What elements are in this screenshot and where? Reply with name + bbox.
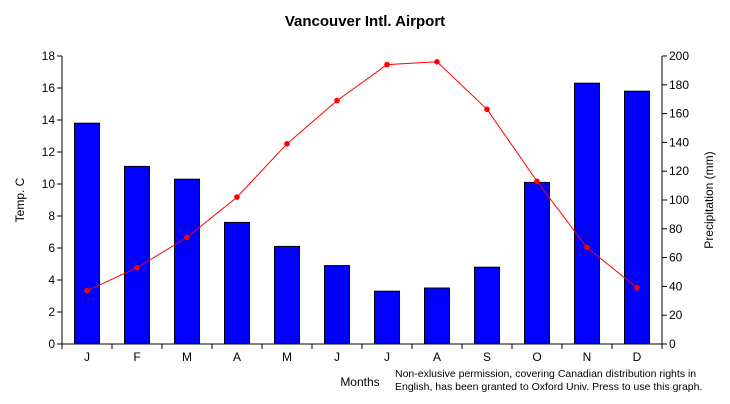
y-tick-label: 14	[42, 113, 56, 127]
x-tick-label: S	[483, 350, 491, 364]
chart-title: Vancouver Intl. Airport	[285, 13, 445, 30]
y-tick-label: 0	[48, 337, 55, 351]
y2-tick-label: 160	[669, 107, 689, 121]
permission-note-line2: English, has been granted to Oxford Univ…	[395, 381, 702, 393]
y2-tick-label: 100	[669, 193, 689, 207]
y2-tick-label: 60	[669, 251, 683, 265]
temperature-point	[234, 194, 240, 200]
temperature-point	[284, 141, 290, 147]
x-tick-label: J	[84, 350, 90, 364]
x-tick-label: D	[633, 350, 642, 364]
precip-bar	[124, 165, 150, 345]
temperature-point	[534, 178, 540, 185]
temperature-point	[184, 234, 190, 241]
temperature-point	[584, 244, 590, 251]
y-tick-label: 18	[42, 49, 56, 63]
precip-bar	[374, 290, 400, 345]
temperature-point	[134, 264, 140, 271]
x-tick-label: N	[583, 350, 592, 364]
precip-bar	[74, 122, 100, 345]
y2-tick-label: 0	[669, 337, 676, 351]
precip-bar	[424, 287, 450, 345]
x-tick-label: F	[133, 350, 140, 364]
y-tick-label: 8	[48, 209, 55, 223]
x-tick-label: J	[334, 350, 340, 364]
y2-axis-label: Precipitation (mm)	[702, 151, 716, 248]
precip-bar	[474, 266, 500, 345]
x-axis-label: Months	[340, 375, 379, 389]
x-tick-label: O	[532, 350, 541, 364]
x-tick-label: M	[282, 350, 292, 364]
temperature-point	[484, 106, 490, 113]
temperature-point	[84, 287, 90, 294]
y-tick-label: 6	[48, 241, 55, 255]
right-y-ticks: 0 20 40 60 80 100 120 140 160 180 200	[662, 49, 689, 351]
y-axis-label: Temp. C	[13, 177, 27, 222]
x-tick-label: M	[182, 350, 192, 364]
temperature-point	[634, 285, 640, 291]
chart-axes	[61, 56, 663, 345]
x-tick-label: A	[433, 350, 441, 364]
y2-tick-label: 80	[669, 222, 683, 236]
precip-bars	[74, 82, 650, 345]
y-tick-label: 16	[42, 81, 56, 95]
x-tick-label: J	[384, 350, 390, 364]
left-y-ticks: 0 2 4 6 8 10 12 14 16 18	[42, 49, 62, 351]
precip-bar	[524, 181, 550, 345]
temperature-point	[434, 59, 440, 65]
y2-tick-label: 20	[669, 308, 683, 322]
y-tick-label: 12	[42, 145, 56, 159]
temperature-line	[84, 59, 640, 294]
y2-tick-label: 40	[669, 279, 683, 293]
temperature-point	[384, 61, 390, 68]
precip-bar	[624, 90, 650, 345]
y2-tick-label: 200	[669, 49, 689, 63]
temperature-point	[334, 97, 340, 104]
y-tick-label: 2	[48, 305, 55, 319]
y-tick-label: 10	[42, 177, 56, 191]
precip-bar	[274, 245, 300, 345]
precip-bar	[324, 265, 350, 345]
precip-bar	[574, 82, 600, 345]
y2-tick-label: 140	[669, 135, 689, 149]
y2-tick-label: 120	[669, 164, 689, 178]
temperature-line-path	[86, 61, 638, 292]
x-tick-label: A	[233, 350, 241, 364]
y-tick-label: 4	[48, 273, 55, 287]
permission-note-line1: Non-exlusive permission, covering Canadi…	[395, 368, 696, 380]
precip-bar	[224, 221, 250, 345]
precip-bar	[174, 178, 200, 345]
y2-tick-label: 180	[669, 78, 689, 92]
